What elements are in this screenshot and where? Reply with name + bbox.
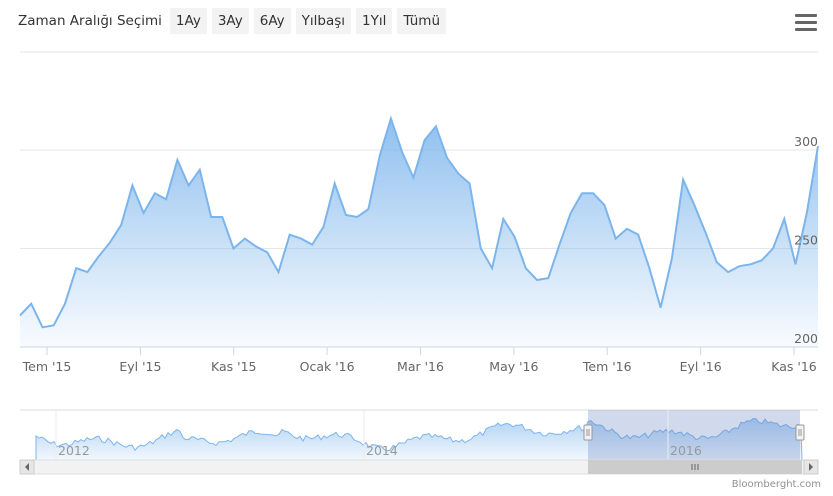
navigator-handle-right[interactable] <box>795 424 805 441</box>
x-tick-label: Mar '16 <box>397 359 444 374</box>
x-tick-label: Tem '16 <box>582 359 632 374</box>
chevron-left-icon <box>25 463 29 471</box>
range-button-ytd[interactable]: Yılbaşı <box>295 8 352 34</box>
range-button-3-months[interactable]: 3Ay <box>211 8 249 34</box>
range-button-1-year[interactable]: 1Yıl <box>356 8 393 34</box>
navigator-tick-label: 2016 <box>670 443 702 458</box>
x-tick-label: Tem '15 <box>22 359 72 374</box>
navigator-handle-left[interactable] <box>583 424 593 441</box>
navigator-tick-label: 2012 <box>58 443 90 458</box>
y-tick-label: 300 <box>794 134 818 149</box>
navigator-area <box>35 417 803 461</box>
x-tick-label: Eyl '15 <box>119 359 161 374</box>
y-tick-label: 200 <box>794 331 818 346</box>
chevron-right-icon <box>809 463 813 471</box>
range-selector: Zaman Aralığı Seçimi 1Ay 3Ay 6Ay Yılbaşı… <box>18 8 451 34</box>
price-line <box>19 115 819 329</box>
y-tick-label: 250 <box>794 233 818 248</box>
x-axis-labels: Tem '15 Eyl '15 Kas '15 Ocak '16 Mar '16 May … <box>22 347 817 374</box>
range-button-6-months[interactable]: 6Ay <box>253 8 291 34</box>
navigator-tick-label: 2014 <box>366 443 398 458</box>
range-selector-label: Zaman Aralığı Seçimi <box>18 13 162 29</box>
x-tick-label: Kas '15 <box>211 359 256 374</box>
credit-link[interactable]: Bloomberght.com <box>731 479 821 490</box>
navigator-selection <box>588 410 800 460</box>
range-button-1-month[interactable]: 1Ay <box>169 8 207 34</box>
x-tick-label: May '16 <box>489 359 538 374</box>
navigator: 2012 2014 2016 <box>19 409 819 475</box>
hamburger-menu-icon[interactable] <box>795 14 817 32</box>
y-axis-labels: 200 250 300 <box>794 134 818 346</box>
range-button-all[interactable]: Tümü <box>397 8 447 34</box>
x-tick-label: Kas '16 <box>771 359 817 374</box>
x-tick-label: Ocak '16 <box>300 359 355 374</box>
x-tick-label: Eyl '16 <box>680 359 722 374</box>
price-area <box>20 118 818 347</box>
